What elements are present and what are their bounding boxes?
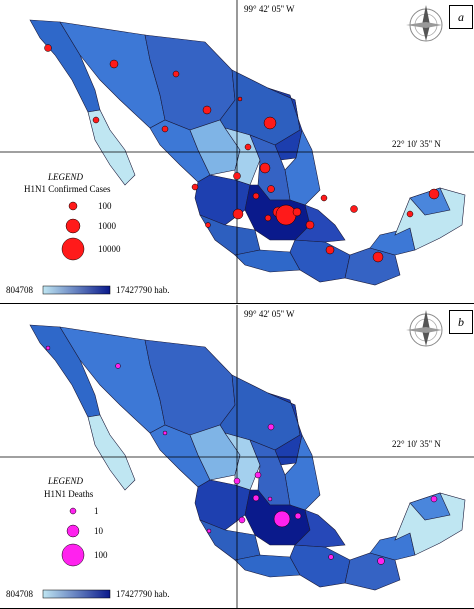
marker bbox=[44, 44, 52, 52]
marker bbox=[406, 210, 414, 218]
legend-circle-medium bbox=[66, 524, 80, 538]
scale-max-label-b: 17427790 hab. bbox=[116, 589, 170, 599]
legend-circle-small bbox=[69, 507, 77, 515]
latitude-label-b: 22° 10' 35'' N bbox=[392, 439, 441, 449]
mexico-map-a bbox=[0, 0, 474, 304]
legend-title-a: LEGEND bbox=[48, 172, 84, 182]
legend-size-label: 10 bbox=[94, 526, 103, 536]
marker bbox=[233, 477, 241, 485]
marker bbox=[430, 495, 438, 503]
marker bbox=[305, 220, 315, 230]
legend-symbols-b bbox=[61, 507, 85, 567]
legend-title-b: LEGEND bbox=[48, 476, 84, 486]
mexico-map-b bbox=[0, 305, 474, 609]
death-markers-b bbox=[45, 345, 438, 565]
marker bbox=[233, 172, 241, 180]
marker bbox=[237, 96, 243, 102]
panel-letter-a: a bbox=[449, 5, 473, 29]
marker bbox=[292, 207, 302, 217]
legend-size-label: 1 bbox=[94, 506, 99, 516]
marker bbox=[267, 496, 273, 502]
legend-size-label: 1000 bbox=[98, 221, 116, 231]
legend-circle-medium bbox=[65, 218, 81, 234]
marker bbox=[45, 345, 51, 351]
marker bbox=[264, 214, 272, 222]
north-arrow-icon bbox=[406, 5, 443, 42]
marker bbox=[254, 471, 262, 479]
legend-circle-small bbox=[68, 201, 78, 211]
legend-size-label: 100 bbox=[94, 550, 108, 560]
legend-size-label: 10000 bbox=[98, 244, 121, 254]
mexico-states-b bbox=[29, 324, 466, 591]
marker bbox=[350, 205, 358, 213]
legend-circle-large bbox=[61, 237, 85, 261]
marker bbox=[115, 363, 121, 369]
legend-subtitle-a: H1N1 Confirmed Cases bbox=[24, 184, 111, 194]
marker bbox=[275, 204, 297, 226]
marker bbox=[109, 59, 119, 69]
marker bbox=[191, 183, 199, 191]
marker bbox=[294, 512, 302, 520]
marker bbox=[244, 143, 252, 151]
marker bbox=[428, 188, 440, 200]
scale-min-label-a: 804708 bbox=[6, 285, 33, 295]
marker bbox=[328, 554, 334, 560]
marker bbox=[238, 516, 246, 524]
marker bbox=[161, 125, 169, 133]
marker bbox=[372, 251, 384, 263]
map-panel-b: b 99° 42' 05'' W 22° 10' 35'' N LEGEND H… bbox=[0, 305, 474, 609]
legend-circle-large bbox=[61, 543, 85, 567]
marker bbox=[273, 510, 291, 528]
marker bbox=[377, 557, 385, 565]
longitude-label-a: 99° 42' 05'' W bbox=[244, 4, 295, 14]
longitude-label-b: 99° 42' 05'' W bbox=[244, 309, 295, 319]
legend-size-label: 100 bbox=[98, 201, 112, 211]
population-scale-bar-a bbox=[42, 285, 111, 295]
panel-letter-b: b bbox=[449, 310, 473, 334]
marker bbox=[252, 494, 260, 502]
marker bbox=[263, 116, 277, 130]
marker bbox=[172, 70, 180, 78]
legend-symbols-a bbox=[61, 201, 85, 261]
north-arrow-icon bbox=[406, 310, 443, 347]
marker bbox=[267, 423, 275, 431]
marker bbox=[232, 208, 244, 220]
marker bbox=[325, 245, 335, 255]
marker bbox=[202, 105, 212, 115]
marker bbox=[320, 194, 328, 202]
scale-min-label-b: 804708 bbox=[6, 589, 33, 599]
marker bbox=[259, 162, 271, 174]
legend-subtitle-b: H1N1 Deaths bbox=[44, 489, 94, 499]
marker bbox=[267, 185, 275, 193]
marker bbox=[205, 222, 211, 228]
population-scale-bar-b bbox=[42, 589, 111, 599]
map-panel-a: a 99° 42' 05'' W 22° 10' 35'' N LEGEND H… bbox=[0, 0, 474, 304]
marker bbox=[206, 528, 212, 534]
case-markers-a bbox=[44, 44, 440, 263]
scale-max-label-a: 17427790 hab. bbox=[116, 285, 170, 295]
mexico-states-a bbox=[29, 19, 466, 286]
marker bbox=[162, 430, 168, 436]
marker bbox=[92, 116, 100, 124]
marker bbox=[252, 192, 260, 200]
latitude-label-a: 22° 10' 35'' N bbox=[392, 139, 441, 149]
